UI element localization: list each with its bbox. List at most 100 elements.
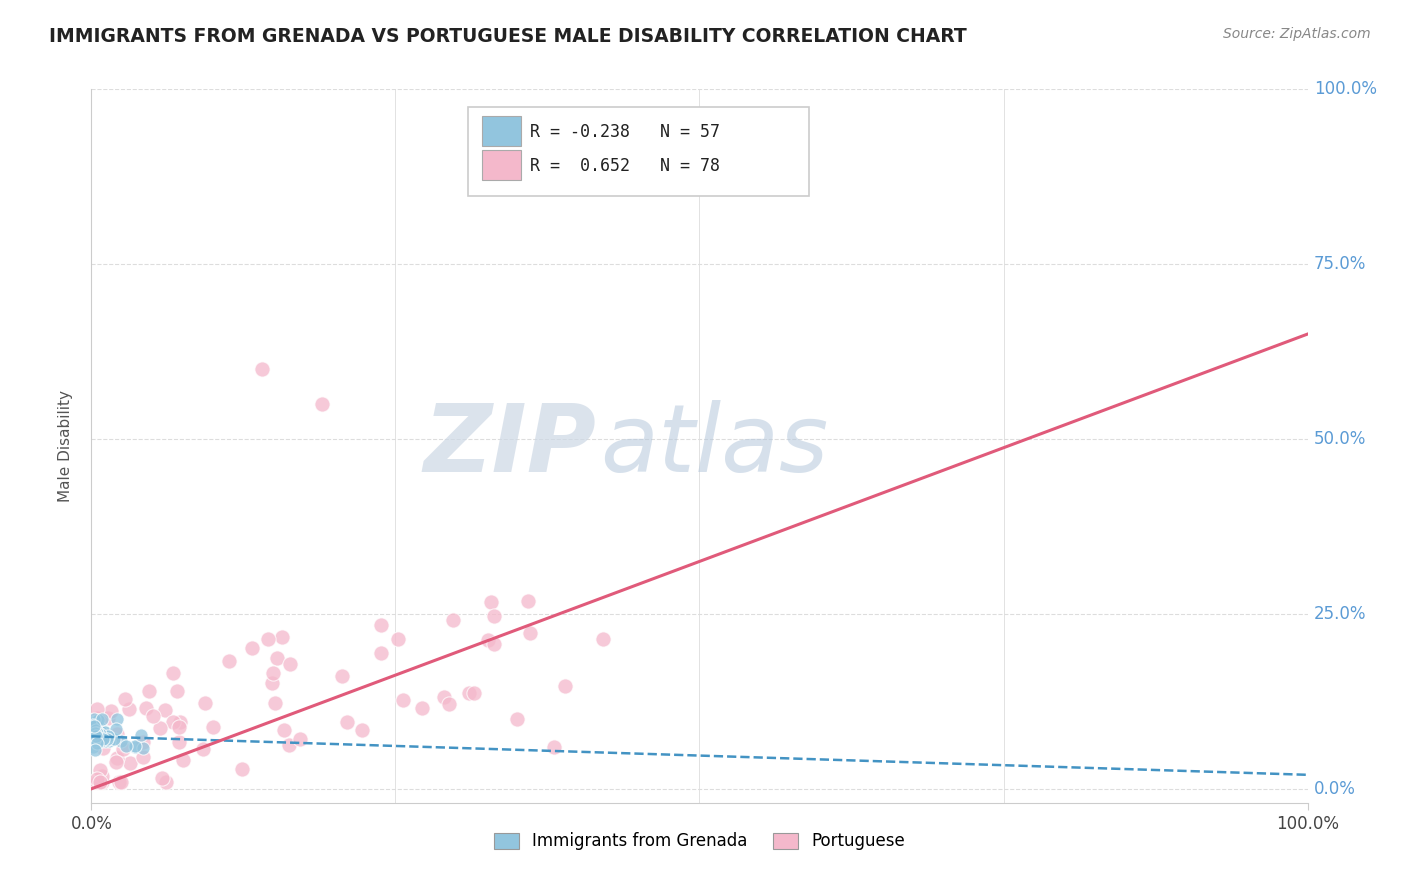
Point — [83, 729, 105, 743]
Point — [132, 735, 155, 749]
Point — [484, 608, 506, 623]
Point — [105, 755, 128, 769]
Point — [543, 739, 565, 754]
Point — [135, 701, 157, 715]
Text: R =  0.652   N = 78: R = 0.652 N = 78 — [530, 157, 720, 175]
Point — [260, 676, 283, 690]
Text: 75.0%: 75.0% — [1313, 255, 1367, 273]
Point — [82, 727, 104, 741]
Point — [112, 742, 135, 756]
Point — [129, 728, 152, 742]
Point — [392, 692, 415, 706]
Point — [271, 631, 294, 645]
Point — [97, 711, 120, 725]
Point — [288, 732, 311, 747]
Point — [91, 741, 114, 756]
Legend: Immigrants from Grenada, Portuguese: Immigrants from Grenada, Portuguese — [485, 824, 914, 859]
Point — [411, 701, 433, 715]
Point — [169, 735, 191, 749]
Point — [84, 723, 107, 737]
Text: atlas: atlas — [600, 401, 828, 491]
Text: 50.0%: 50.0% — [1313, 430, 1367, 448]
FancyBboxPatch shape — [468, 107, 808, 196]
Point — [93, 731, 115, 745]
Point — [82, 728, 104, 742]
Point — [439, 698, 461, 712]
Point — [108, 774, 131, 789]
Point — [83, 732, 105, 747]
Point — [114, 692, 136, 706]
Point — [458, 685, 481, 699]
Point — [97, 729, 120, 743]
Point — [84, 743, 107, 757]
Point — [107, 727, 129, 741]
Point — [477, 633, 499, 648]
Point — [86, 702, 108, 716]
Point — [506, 712, 529, 726]
Point — [250, 362, 273, 376]
Point — [311, 397, 333, 411]
Point — [103, 732, 125, 747]
Text: R = -0.238   N = 57: R = -0.238 N = 57 — [530, 123, 720, 141]
Point — [83, 728, 105, 742]
Point — [433, 690, 456, 705]
Point — [162, 715, 184, 730]
Point — [554, 679, 576, 693]
Point — [89, 721, 111, 735]
Point — [202, 720, 225, 734]
Point — [83, 714, 105, 729]
Point — [86, 736, 108, 750]
Point — [110, 734, 132, 748]
Point — [262, 665, 284, 680]
Point — [370, 617, 392, 632]
Text: ZIP: ZIP — [423, 400, 596, 492]
Point — [484, 637, 506, 651]
Point — [100, 731, 122, 746]
Point — [87, 713, 110, 727]
Y-axis label: Male Disability: Male Disability — [58, 390, 73, 502]
Point — [83, 733, 105, 747]
Point — [264, 696, 287, 710]
Point — [98, 734, 121, 748]
Point — [91, 712, 114, 726]
Point — [86, 726, 108, 740]
Point — [83, 719, 105, 733]
Point — [91, 731, 114, 746]
Point — [155, 774, 177, 789]
Point — [592, 632, 614, 647]
Point — [89, 724, 111, 739]
Point — [94, 734, 117, 748]
Text: 0.0%: 0.0% — [1313, 780, 1355, 797]
Point — [231, 762, 253, 776]
Point — [193, 741, 215, 756]
Point — [441, 613, 464, 627]
Point — [86, 732, 108, 747]
Point — [82, 719, 104, 733]
Point — [169, 714, 191, 729]
Point — [82, 739, 104, 754]
Point — [93, 730, 115, 744]
Point — [86, 725, 108, 739]
Point — [86, 718, 108, 732]
Point — [149, 721, 172, 735]
Point — [257, 632, 280, 646]
Point — [100, 704, 122, 718]
Point — [84, 729, 107, 743]
Point — [82, 717, 104, 731]
Point — [463, 685, 485, 699]
FancyBboxPatch shape — [482, 116, 520, 146]
Point — [86, 716, 108, 731]
Point — [479, 595, 502, 609]
Point — [131, 740, 153, 755]
Point — [330, 669, 353, 683]
Point — [89, 726, 111, 740]
Point — [142, 709, 165, 723]
Point — [194, 696, 217, 710]
Point — [172, 753, 194, 767]
Point — [86, 711, 108, 725]
Point — [94, 727, 117, 741]
Text: 25.0%: 25.0% — [1313, 605, 1367, 623]
Point — [91, 722, 114, 736]
Point — [138, 683, 160, 698]
Point — [266, 651, 288, 665]
